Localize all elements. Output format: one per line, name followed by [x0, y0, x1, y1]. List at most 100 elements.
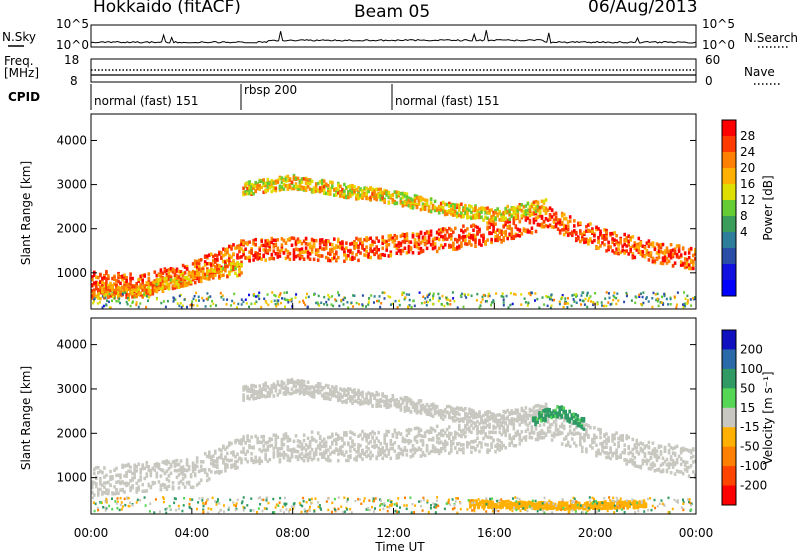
data-cell	[648, 239, 651, 243]
data-cell	[612, 299, 614, 302]
data-cell	[357, 246, 360, 250]
data-cell	[603, 305, 605, 308]
data-cell	[653, 292, 655, 295]
data-cell	[301, 247, 304, 251]
data-cell	[486, 238, 489, 242]
data-cell	[561, 431, 564, 435]
data-cell	[345, 401, 348, 405]
data-cell	[490, 238, 493, 242]
data-cell	[605, 305, 607, 308]
data-cell	[277, 299, 279, 302]
data-cell	[368, 297, 370, 300]
data-cell	[571, 294, 573, 297]
data-cell	[301, 443, 304, 447]
data-cell	[184, 485, 187, 489]
data-cell	[531, 426, 534, 430]
data-cell	[129, 272, 132, 276]
data-cell	[599, 452, 602, 456]
data-cell	[508, 433, 511, 437]
ytick-label: 2000	[56, 222, 87, 236]
data-cell	[390, 404, 393, 408]
data-cell	[644, 455, 647, 459]
data-cell	[406, 293, 408, 296]
data-cell	[379, 404, 382, 408]
data-cell	[430, 230, 433, 234]
data-cell	[664, 446, 667, 450]
data-cell	[327, 294, 329, 297]
data-cell	[319, 448, 322, 452]
data-cell	[93, 493, 96, 497]
data-cell	[200, 258, 203, 262]
data-cell	[172, 485, 175, 489]
data-cell	[450, 432, 453, 436]
data-cell	[504, 232, 507, 236]
data-cell	[335, 441, 338, 445]
data-cell	[418, 203, 421, 207]
data-cell	[346, 301, 348, 304]
data-cell	[667, 303, 669, 306]
data-cell	[448, 437, 451, 441]
data-cell	[388, 430, 391, 434]
data-cell	[271, 253, 274, 257]
data-cell	[329, 296, 331, 299]
data-cell	[206, 473, 209, 477]
data-cell	[434, 200, 437, 204]
data-cell	[605, 432, 608, 436]
data-cell	[150, 292, 152, 295]
data-cell	[416, 206, 419, 210]
data-cell	[531, 231, 534, 235]
data-cell	[412, 444, 415, 448]
data-cell	[97, 302, 99, 305]
data-cell	[388, 243, 391, 247]
data-cell	[560, 298, 562, 301]
data-cell	[428, 294, 430, 297]
data-cell	[353, 388, 356, 392]
data-cell	[470, 431, 473, 435]
data-cell	[607, 436, 610, 440]
data-cell	[471, 295, 473, 298]
data-cell	[404, 247, 407, 251]
data-cell	[145, 306, 147, 309]
data-cell	[307, 437, 310, 441]
data-cell	[325, 246, 328, 250]
data-cell	[315, 239, 318, 243]
data-cell	[373, 440, 376, 444]
data-cell	[176, 459, 179, 463]
data-cell	[99, 480, 102, 484]
data-cell	[289, 459, 292, 463]
data-cell	[146, 489, 149, 493]
data-cell	[668, 451, 671, 455]
data-cell	[192, 485, 195, 489]
data-cell	[658, 256, 661, 260]
data-cell	[252, 446, 255, 450]
data-cell	[595, 436, 598, 440]
data-cell	[232, 243, 235, 247]
data-cell	[604, 297, 606, 300]
data-cell	[583, 439, 586, 443]
data-cell	[551, 438, 554, 442]
data-cell	[168, 284, 171, 288]
data-cell	[443, 305, 445, 308]
data-cell	[236, 453, 239, 457]
data-cell	[107, 274, 110, 278]
data-cell	[277, 380, 280, 384]
data-cell	[515, 215, 518, 219]
data-cell	[432, 297, 434, 300]
data-cell	[525, 438, 528, 442]
data-cell	[331, 434, 334, 438]
nave-label: Nave	[744, 65, 775, 79]
data-cell	[648, 441, 651, 445]
data-cell	[409, 299, 411, 302]
data-cell	[547, 420, 550, 424]
data-cell	[690, 304, 692, 307]
data-cell	[582, 292, 584, 295]
data-cell	[692, 263, 695, 267]
data-cell	[178, 305, 180, 308]
data-cell	[644, 246, 647, 250]
data-cell	[349, 436, 352, 440]
data-cell	[118, 300, 120, 303]
data-cell	[156, 298, 158, 301]
data-cell	[133, 472, 136, 476]
data-cell	[424, 297, 426, 300]
data-cell	[534, 292, 536, 295]
